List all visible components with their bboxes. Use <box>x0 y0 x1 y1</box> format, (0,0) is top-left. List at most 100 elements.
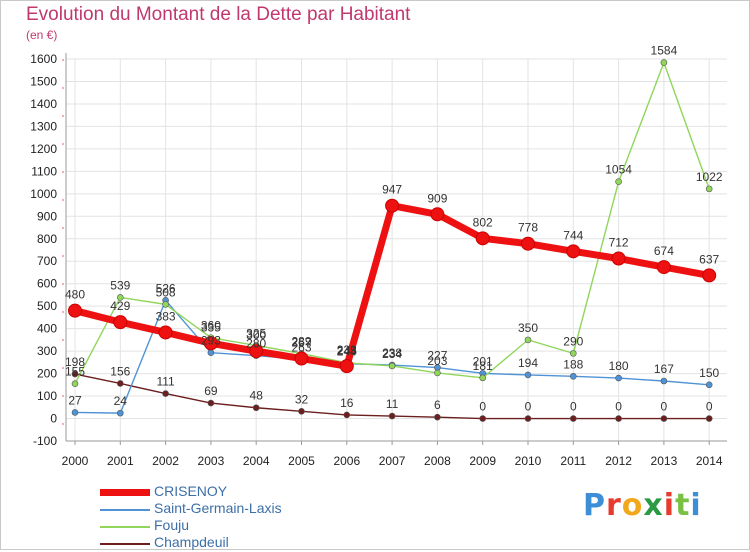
data-label: 383 <box>156 309 176 323</box>
data-point <box>158 325 173 340</box>
x-tick-label: 2005 <box>288 454 315 468</box>
data-point <box>343 411 351 419</box>
data-point <box>207 399 215 407</box>
legend-swatch <box>100 543 150 545</box>
x-tick-label: 2006 <box>333 454 360 468</box>
x-tick-label: 2001 <box>107 454 134 468</box>
data-point <box>294 351 309 366</box>
data-label: 181 <box>473 359 493 373</box>
data-point <box>339 359 354 374</box>
data-point <box>162 390 169 397</box>
y-tick-label: 500 <box>37 299 57 313</box>
y-tick-label: 0 <box>50 412 57 426</box>
data-point <box>385 198 400 213</box>
y-tick-label: 200 <box>37 367 57 381</box>
data-label: 280 <box>246 337 266 351</box>
data-label: 289 <box>291 335 311 349</box>
legend-swatch <box>100 489 150 496</box>
x-tick-label: 2007 <box>379 454 406 468</box>
legend-swatch <box>100 509 150 511</box>
data-label: 1584 <box>651 44 678 58</box>
data-point <box>615 374 622 382</box>
data-label: 947 <box>382 183 402 197</box>
data-label: 267 <box>291 336 311 350</box>
data-label: 16 <box>340 396 354 410</box>
y-tick-label: 1400 <box>30 97 57 111</box>
x-tick-label: 2010 <box>515 454 542 468</box>
data-point <box>71 370 79 378</box>
data-label: 201 <box>473 354 493 368</box>
x-tick-label: 2009 <box>469 454 496 468</box>
data-point <box>434 413 441 421</box>
data-label: 360 <box>201 319 221 333</box>
y-tick-label: 300 <box>37 344 57 358</box>
data-point <box>68 303 82 318</box>
proxiti-logo: Proxiti <box>583 488 702 523</box>
data-point <box>162 301 169 308</box>
y-tick-label: 1100 <box>31 164 57 178</box>
data-point <box>117 409 124 417</box>
data-point <box>569 350 577 357</box>
data-label: 69 <box>204 384 218 398</box>
x-tick-label: 2011 <box>560 454 586 468</box>
data-label: 0 <box>615 400 622 414</box>
data-point <box>524 371 532 379</box>
data-label: 227 <box>427 349 447 363</box>
data-label: 156 <box>110 364 130 378</box>
x-tick-label: 2002 <box>152 454 179 468</box>
data-label: 300 <box>246 328 266 342</box>
line-chart: -100010020030040050060070080090010001100… <box>30 44 727 468</box>
data-label: 203 <box>427 354 447 368</box>
data-label: 909 <box>427 191 447 205</box>
x-tick-label: 2014 <box>696 454 723 468</box>
data-label: 248 <box>337 344 357 358</box>
unit-label: (en €) <box>26 28 58 42</box>
y-tick-label: 1300 <box>30 119 57 133</box>
data-point <box>71 409 79 416</box>
data-point <box>430 207 445 222</box>
data-point <box>252 404 260 412</box>
data-label: 0 <box>525 400 532 414</box>
data-point <box>660 59 668 66</box>
data-point <box>434 369 441 377</box>
x-tick-label: 2012 <box>605 454 632 468</box>
data-point <box>705 381 713 389</box>
data-label: 32 <box>295 392 309 406</box>
chart-title: Evolution du Montant de la Dette par Hab… <box>26 4 411 25</box>
data-point <box>524 336 532 344</box>
data-label: 188 <box>563 357 583 371</box>
data-label: 1022 <box>696 170 723 184</box>
data-point <box>113 315 128 330</box>
data-point <box>71 380 79 388</box>
data-point <box>611 251 626 266</box>
data-point <box>615 415 622 422</box>
data-point <box>660 377 668 385</box>
data-point <box>569 415 577 422</box>
x-tick-label: 2004 <box>243 454 270 468</box>
data-label: 234 <box>382 347 402 361</box>
data-label: 539 <box>110 278 130 292</box>
data-label: 24 <box>114 394 128 408</box>
x-tick-label: 2013 <box>651 454 678 468</box>
y-tick-label: 800 <box>37 232 57 246</box>
data-point <box>298 408 305 415</box>
data-label: 194 <box>518 356 538 370</box>
data-label: 0 <box>706 400 713 414</box>
data-label: 744 <box>563 228 583 242</box>
x-tick-label: 2000 <box>62 454 89 468</box>
x-tick-label: 2008 <box>424 454 451 468</box>
data-label: 0 <box>570 400 577 414</box>
data-point <box>566 244 581 259</box>
legend-swatch <box>100 526 150 528</box>
data-label: 778 <box>518 221 538 235</box>
data-label: 712 <box>609 236 629 250</box>
data-point <box>475 231 490 246</box>
legend-label: Fouju <box>154 517 190 533</box>
data-label: 429 <box>110 299 130 313</box>
grid <box>66 58 727 442</box>
data-label: 27 <box>68 393 82 407</box>
data-label: 290 <box>563 334 583 348</box>
y-tick-label: 1200 <box>30 142 57 156</box>
data-label: 508 <box>156 285 176 299</box>
data-label: 150 <box>699 366 719 380</box>
